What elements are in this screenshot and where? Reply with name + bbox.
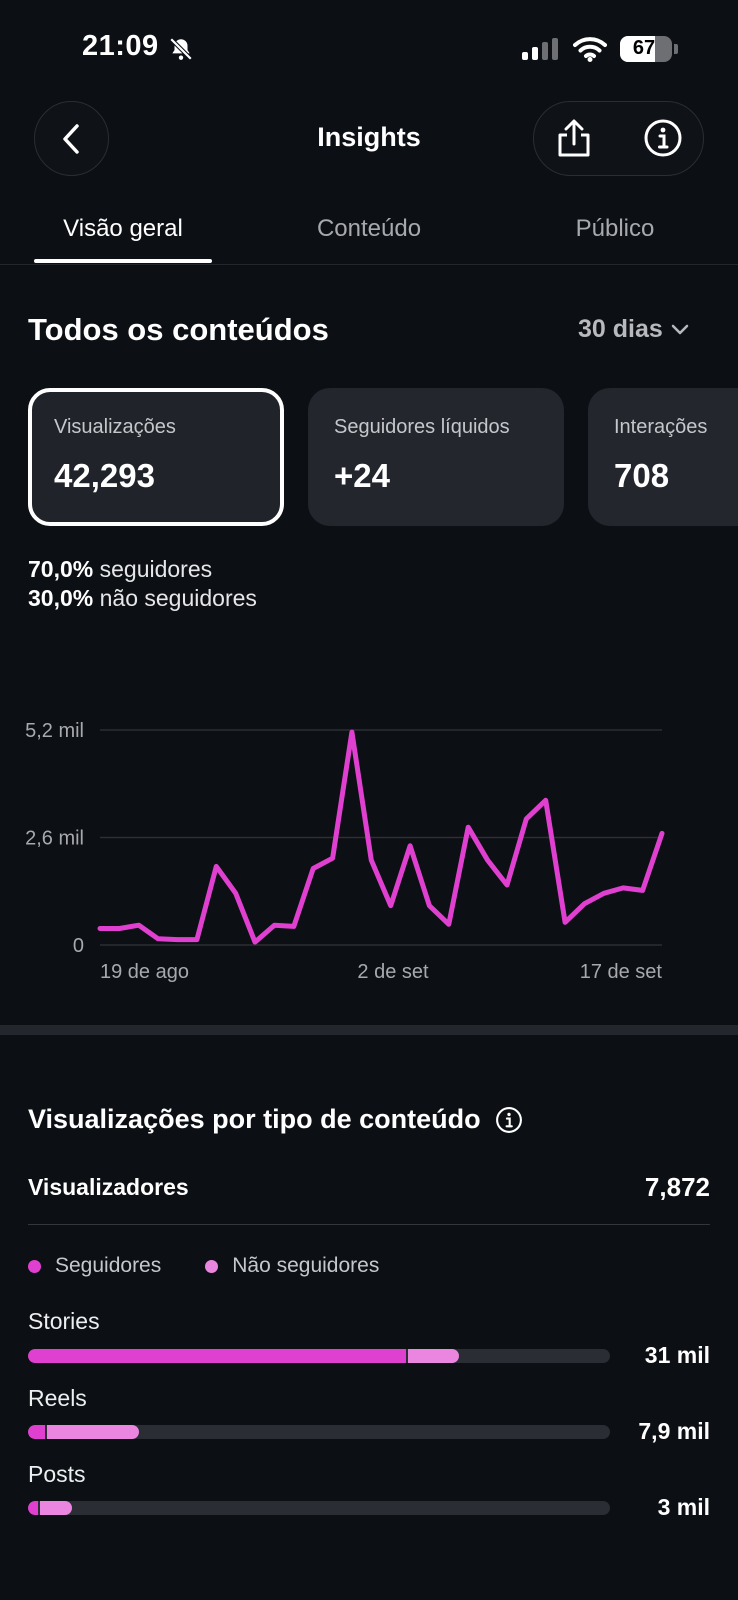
bell-slash-icon	[169, 37, 193, 61]
nonfollowers-share: 30,0% não seguidores	[28, 585, 257, 612]
page-title: Insights	[317, 122, 421, 152]
followers-pct: 70,0%	[28, 556, 94, 582]
nonfollowers-pct: 30,0%	[28, 585, 94, 611]
battery-icon: 67	[620, 36, 672, 62]
x-tick-label: 19 de ago	[100, 961, 189, 983]
date-range-dropdown[interactable]: 30 dias	[578, 315, 689, 344]
chevron-left-icon	[62, 123, 79, 154]
followers-text: seguidores	[99, 556, 213, 582]
followers-share: 70,0% seguidores	[28, 556, 212, 583]
viewers-label: Visualizadores	[28, 1174, 189, 1200]
info-circle-icon[interactable]	[495, 1106, 523, 1134]
info-circle-icon	[644, 119, 682, 157]
x-tick-label: 17 de set	[580, 961, 663, 983]
share-button[interactable]	[548, 112, 600, 164]
share-icon	[558, 119, 590, 157]
legend-dot	[205, 1259, 219, 1273]
metric-card-views[interactable]: Visualizações 42,293	[28, 388, 284, 526]
cellular-signal-icon	[522, 38, 562, 60]
row-label-reels: Reels	[28, 1385, 87, 1411]
metric-label: Visualizações	[54, 416, 176, 438]
bar-track-reels	[28, 1425, 610, 1439]
views-line-chart[interactable]: 5,2 mil 2,6 mil 0 19 de ago 2 de set 17 de se…	[0, 700, 738, 1000]
tab-active-indicator	[34, 259, 212, 263]
y-tick-label: 0	[73, 935, 84, 957]
tab-overview[interactable]: Visão geral	[63, 215, 183, 242]
status-time: 21:09	[82, 30, 159, 62]
legend-dot	[28, 1259, 41, 1273]
bar-segment-followers	[28, 1425, 46, 1439]
tab-content[interactable]: Conteúdo	[316, 215, 422, 242]
date-range-label: 30 dias	[578, 315, 663, 343]
bar-track-posts	[28, 1501, 610, 1515]
legend-item-nonfollowers: Não seguidores	[205, 1254, 379, 1278]
chevron-down-icon	[671, 324, 689, 334]
row-label-posts: Posts	[28, 1461, 86, 1487]
bottom-fade	[0, 1540, 738, 1600]
legend-label: Não seguidores	[232, 1254, 380, 1277]
header-actions	[533, 101, 704, 176]
battery-tip	[674, 44, 678, 54]
metric-value: +24	[334, 457, 390, 494]
section-title: Todos os conteúdos	[28, 312, 329, 347]
metric-card-interactions[interactable]: Interações 708	[588, 388, 738, 526]
legend-item-followers: Seguidores	[28, 1254, 161, 1278]
bar-segment-followers	[28, 1501, 39, 1515]
metric-label: Seguidores líquidos	[334, 416, 510, 438]
metric-value: 42,293	[54, 457, 155, 494]
divider	[28, 1224, 710, 1225]
bar-segment-nonfollowers	[40, 1501, 72, 1515]
breakdown-legend: Seguidores Não seguidores	[28, 1254, 423, 1278]
legend-label: Seguidores	[55, 1254, 162, 1277]
x-tick-label: 2 de set	[357, 961, 429, 983]
tab-audience[interactable]: Público	[575, 215, 655, 242]
row-value-posts: 3 mil	[657, 1494, 710, 1520]
tab-divider	[0, 264, 738, 265]
metric-value: 708	[614, 457, 670, 494]
bar-segment-followers	[28, 1349, 407, 1363]
viewers-value: 7,872	[644, 1172, 710, 1202]
bar-segment-nonfollowers	[408, 1349, 459, 1363]
row-label-stories: Stories	[28, 1308, 100, 1334]
row-value-reels: 7,9 mil	[638, 1418, 710, 1444]
row-value-stories: 31 mil	[644, 1342, 710, 1368]
y-tick-label: 5,2 mil	[25, 720, 84, 742]
breakdown-title-text: Visualizações por tipo de conteúdo	[28, 1104, 481, 1134]
section-divider	[0, 1025, 738, 1035]
series-line	[97, 729, 665, 945]
breakdown-title: Visualizações por tipo de conteúdo	[28, 1104, 523, 1135]
back-button[interactable]	[34, 101, 109, 176]
battery-percent: 67	[632, 37, 656, 59]
y-tick-label: 2,6 mil	[25, 828, 84, 850]
bar-track-stories	[28, 1349, 610, 1363]
bar-segment-nonfollowers	[47, 1425, 139, 1439]
info-button[interactable]	[637, 112, 689, 164]
wifi-icon	[573, 37, 607, 62]
metric-label: Interações	[614, 416, 708, 438]
nonfollowers-text: não seguidores	[99, 585, 257, 611]
metric-card-net-followers[interactable]: Seguidores líquidos +24	[308, 388, 564, 526]
